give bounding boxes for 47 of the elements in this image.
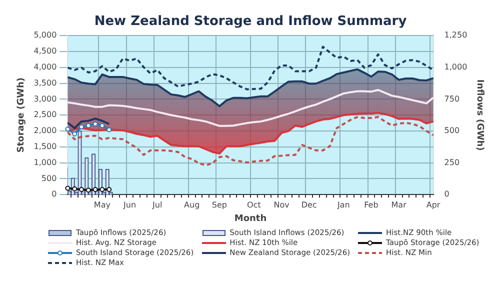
point: [106, 187, 112, 192]
x-tick-label: Feb: [364, 200, 378, 210]
point: [92, 187, 98, 192]
point: [79, 187, 84, 192]
point: [65, 186, 70, 191]
point: [72, 131, 78, 136]
point: [72, 186, 78, 192]
y-axis-title: Storage (GWh): [16, 78, 27, 153]
y-tick-label: 4,000: [34, 62, 57, 72]
x-tick-label: Dec: [301, 200, 317, 210]
x-tick-label: Aug: [184, 200, 200, 210]
chart-title: New Zealand Storage and Inflow Summary: [94, 14, 408, 30]
y-tick-label: 2,500: [34, 110, 57, 120]
y-tick-label: 1,500: [34, 142, 57, 151]
y2-tick-label: 1,250: [444, 30, 468, 40]
y2-tick-label: 500: [444, 126, 460, 136]
y-tick-label: 3,500: [34, 78, 57, 88]
x-tick-label: May: [94, 200, 111, 210]
x-tick-label: Jul: [152, 200, 162, 210]
y2-axis-title: Inflows (GWh): [474, 79, 484, 151]
point: [100, 187, 105, 192]
x-tick-label: Oct: [247, 200, 261, 210]
point: [92, 122, 98, 127]
x-tick-label: Mar: [391, 200, 408, 210]
point: [86, 188, 91, 193]
y-tick-label: 0: [52, 190, 57, 199]
y-tick-label: 500: [41, 174, 57, 183]
y2-tick-label: 0: [444, 190, 450, 199]
y-tick-label: 3,000: [34, 94, 57, 104]
x-tick-label: Sep: [212, 200, 227, 210]
point: [100, 123, 105, 128]
point: [79, 124, 84, 130]
x-tick-label: Jun: [122, 200, 136, 210]
point: [86, 123, 91, 128]
point: [65, 126, 70, 132]
y-tick-label: 2,000: [34, 126, 57, 136]
y-tick-label: 5,000: [34, 30, 57, 40]
y-tick-label: 1,000: [34, 158, 57, 167]
y2-tick-label: 1,000: [444, 62, 468, 72]
x-tick-label: Apr: [426, 200, 441, 210]
point: [106, 127, 112, 132]
y2-tick-label: 750: [444, 94, 460, 104]
x-axis-title: Month: [234, 214, 267, 224]
x-tick-label: Jan: [336, 200, 350, 210]
y2-tick-label: 250: [444, 158, 460, 167]
x-tick-label: Nov: [274, 200, 290, 210]
y-tick-label: 4,500: [34, 46, 57, 56]
